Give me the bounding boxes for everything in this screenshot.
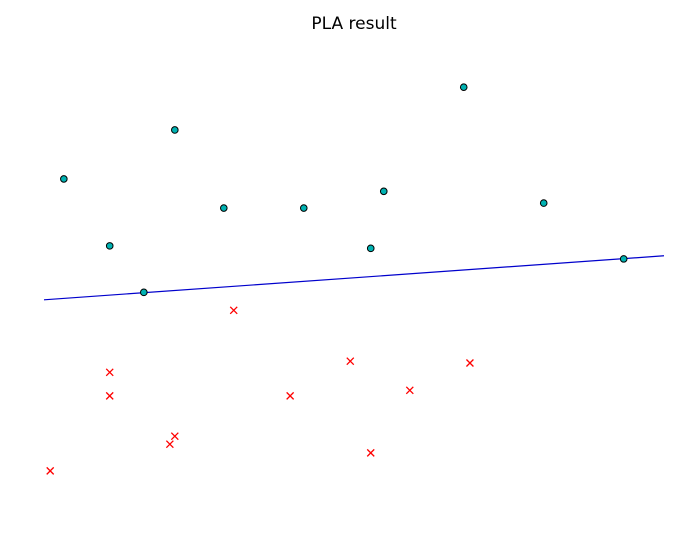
cross-point xyxy=(405,386,414,395)
circle-point xyxy=(379,187,388,196)
circle-point xyxy=(105,242,114,250)
circle-point xyxy=(60,175,68,183)
cross-point xyxy=(170,432,179,441)
cross-point xyxy=(286,391,295,400)
cross-point xyxy=(105,391,114,400)
circle-point xyxy=(539,199,548,207)
cross-point xyxy=(366,448,375,457)
cross-point xyxy=(229,306,238,315)
circle-point xyxy=(366,244,375,253)
decision-line xyxy=(43,255,665,301)
circle-point xyxy=(220,204,228,212)
circle-point xyxy=(459,83,468,91)
cross-point xyxy=(165,440,174,449)
circle-point xyxy=(619,255,628,263)
cross-point xyxy=(105,368,114,377)
cross-point xyxy=(346,357,355,366)
circle-point xyxy=(140,288,148,297)
chart-title: PLA result xyxy=(311,14,397,34)
circle-point xyxy=(299,204,308,212)
cross-point xyxy=(465,359,474,367)
circle-point xyxy=(171,126,179,134)
cross-point xyxy=(46,466,55,475)
